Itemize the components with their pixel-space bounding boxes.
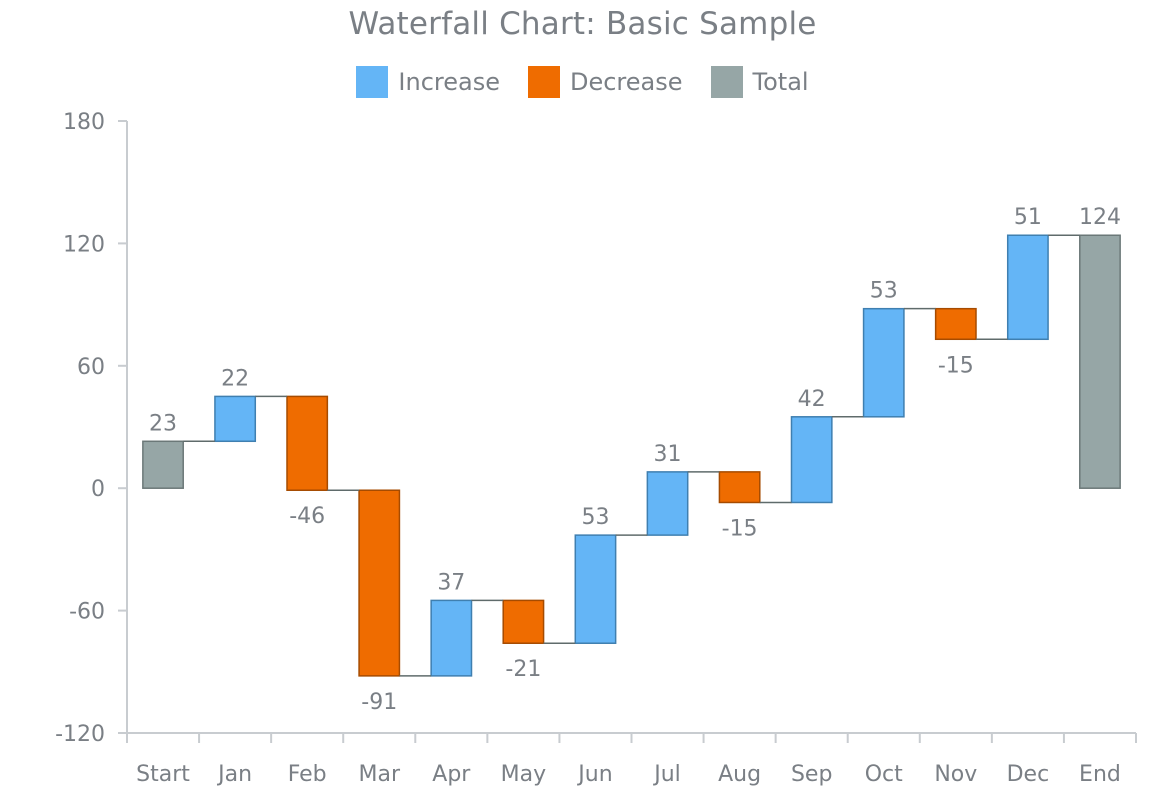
x-tick-label: Jan (216, 762, 252, 787)
legend-item-increase[interactable]: Increase (356, 66, 500, 98)
data-label-may: -21 (505, 657, 541, 682)
y-tick-label: 120 (63, 232, 105, 257)
y-tick-label: 180 (63, 110, 105, 135)
x-tick-label: May (501, 762, 546, 787)
bar-mar (358, 489, 401, 677)
bar-sep (790, 416, 833, 504)
y-tick-label: -120 (55, 722, 105, 747)
legend-swatch-increase (356, 66, 389, 98)
y-tick-label: 0 (91, 477, 105, 502)
x-tick-label: Jul (652, 762, 681, 787)
data-label-dec: 51 (1014, 205, 1042, 230)
x-tick-label: Mar (358, 762, 400, 787)
data-label-jun: 53 (581, 505, 609, 530)
legend-item-decrease[interactable]: Decrease (527, 66, 683, 98)
bar-nov (934, 307, 977, 341)
x-tick-label: Jun (576, 762, 612, 787)
bar-apr (430, 599, 473, 677)
data-label-feb: -46 (289, 504, 325, 529)
y-tick-label: -60 (69, 600, 105, 625)
y-tick-label: 60 (77, 355, 105, 380)
x-tick-label: Apr (432, 762, 471, 787)
data-label-end: 124 (1079, 205, 1121, 230)
x-tick-label: End (1079, 762, 1121, 787)
legend: Increase Decrease Total (0, 66, 1165, 98)
chart-title: Waterfall Chart: Basic Sample (348, 6, 817, 42)
bar-start (142, 440, 184, 489)
bar-may (502, 599, 545, 644)
x-tick-label: Dec (1007, 762, 1050, 787)
x-tick-label: Aug (718, 762, 761, 787)
x-tick-label: Oct (865, 762, 903, 787)
x-tick-label: Nov (934, 762, 977, 787)
x-tick-label: Sep (791, 762, 832, 787)
bar-end (1079, 234, 1121, 489)
bar-oct (862, 307, 905, 418)
data-label-jan: 22 (221, 366, 249, 391)
data-label-sep: 42 (798, 387, 826, 412)
legend-swatch-total (710, 66, 743, 98)
legend-label-total: Total (752, 68, 809, 96)
data-label-aug: -15 (722, 516, 758, 541)
data-label-jul: 31 (654, 442, 682, 467)
data-label-mar: -91 (361, 690, 397, 715)
data-label-apr: 37 (437, 570, 465, 595)
bar-jun (574, 534, 617, 644)
legend-label-increase: Increase (398, 68, 500, 96)
x-tick-label: Start (136, 762, 190, 787)
bar-feb (286, 395, 329, 491)
bar-jan (214, 395, 257, 443)
legend-label-decrease: Decrease (569, 68, 683, 96)
bar-aug (718, 471, 761, 504)
legend-swatch-decrease (527, 66, 560, 98)
legend-item-total[interactable]: Total (710, 66, 809, 98)
bar-jul (646, 471, 689, 536)
data-label-nov: -15 (938, 353, 974, 378)
bar-dec (1006, 234, 1049, 341)
data-label-oct: 53 (870, 279, 898, 304)
data-label-start: 23 (149, 411, 177, 436)
x-tick-label: Feb (288, 762, 327, 787)
